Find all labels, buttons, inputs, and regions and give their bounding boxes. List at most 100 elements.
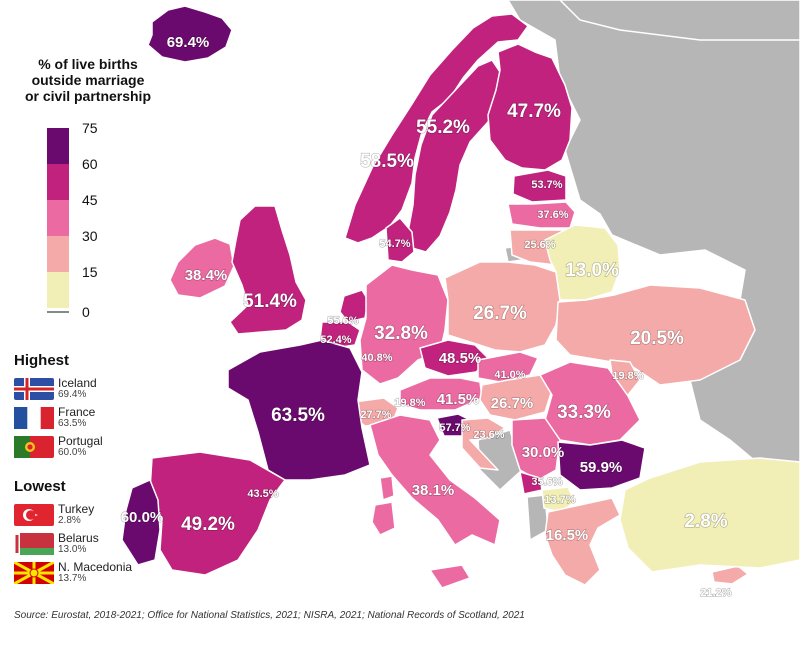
greece-shape[interactable] — [544, 497, 621, 586]
label-sweden: 58.5% — [360, 151, 414, 172]
ireland-shape[interactable] — [169, 237, 235, 299]
highest-value: 63.5% — [58, 418, 87, 429]
sicily-shape[interactable] — [429, 564, 471, 589]
legend-bin-15-30 — [47, 236, 69, 272]
finland-shape[interactable] — [487, 43, 573, 171]
label-portugal: 60.0% — [121, 509, 164, 526]
corsica-shape[interactable] — [379, 475, 395, 501]
legend-color-scale: 75 60 45 30 15 0 — [47, 120, 98, 320]
label-luxembourg: 40.8% — [361, 352, 392, 364]
highest-heading: Highest — [14, 352, 70, 369]
label-spain: 49.2% — [181, 514, 235, 535]
portugal-shape[interactable] — [121, 479, 161, 566]
highest-value: 60.0% — [58, 447, 87, 458]
label-slovenia: 57.7% — [439, 422, 470, 434]
label-finland: 47.7% — [507, 101, 561, 122]
label-switzerland: 27.7% — [360, 409, 391, 421]
label-turkey: 2.8% — [684, 511, 727, 532]
netherlands-shape[interactable] — [339, 289, 369, 323]
slovakia-shape[interactable] — [477, 351, 539, 383]
label-andorra: 43.5% — [247, 488, 278, 500]
label-romania: 33.3% — [557, 402, 611, 423]
label-czechia: 48.5% — [439, 350, 482, 367]
label-iceland: 69.4% — [167, 34, 210, 51]
label-uk: 51.4% — [243, 291, 297, 312]
belarus-shape[interactable] — [544, 224, 621, 301]
legend-bin-0-15 — [47, 272, 69, 308]
highest-name: Iceland — [58, 376, 97, 390]
label-belarus: 13.0% — [565, 260, 619, 281]
lowest-item-north-macedonia: N. Macedonia 13.7% — [14, 560, 174, 588]
label-norway: 55.2% — [416, 117, 470, 138]
label-serbia: 30.0% — [522, 444, 565, 461]
legend-title-line-3: or civil partnership — [24, 88, 152, 104]
lowest-name: Turkey — [58, 502, 95, 516]
cyprus-shape[interactable] — [711, 565, 749, 585]
label-hungary: 26.7% — [491, 395, 534, 412]
france-shape[interactable] — [227, 339, 371, 481]
legend-title-line-2: outside marriage — [31, 72, 145, 88]
label-moldova: 19.8% — [612, 370, 643, 382]
highest-value: 69.4% — [58, 389, 87, 400]
map-value-labels: 69.4% 55.2% 58.5% 47.7% 53.7% 37.6% 25.6… — [120, 33, 732, 599]
highest-item-iceland: Iceland 69.4% — [14, 376, 174, 404]
legend-bin-60-75 — [47, 128, 69, 164]
highest-name: Portugal — [58, 434, 103, 448]
bulgaria-shape[interactable] — [557, 439, 646, 491]
label-italy: 38.1% — [412, 482, 455, 499]
legend-tick-45: 45 — [82, 192, 98, 208]
legend-title: % of live births outside marriage or civ… — [18, 56, 158, 104]
label-germany: 32.8% — [374, 323, 428, 344]
legend-tick-30: 30 — [82, 228, 98, 244]
denmark-shape[interactable] — [385, 217, 415, 263]
ukraine-shape[interactable] — [555, 284, 756, 386]
label-liechtenstein: 19.8% — [394, 397, 425, 409]
label-ukraine: 20.5% — [630, 328, 684, 349]
estonia-shape[interactable] — [512, 169, 567, 203]
lowest-item-belarus: Belarus 13.0% — [14, 531, 174, 559]
highest-item-portugal: Portugal 60.0% — [14, 434, 174, 462]
turkey-flag-icon — [14, 504, 54, 526]
label-france: 63.5% — [271, 405, 325, 426]
label-netherlands: 55.6% — [327, 315, 358, 327]
legend-bin-30-45 — [47, 200, 69, 236]
label-croatia: 23.6% — [473, 429, 504, 441]
croatia-shape[interactable] — [461, 417, 506, 471]
portugal-flag-icon — [14, 436, 54, 458]
lowest-heading: Lowest — [14, 478, 66, 495]
legend-tick-15: 15 — [82, 264, 98, 280]
lowest-name: Belarus — [58, 531, 99, 545]
highest-item-france: France 63.5% — [14, 405, 174, 433]
label-latvia: 37.6% — [537, 209, 568, 221]
lowest-value: 13.0% — [58, 544, 87, 555]
label-lithuania: 25.6% — [524, 239, 555, 251]
serbia-shape[interactable] — [511, 417, 561, 481]
highest-name: France — [58, 405, 96, 419]
lowest-value: 2.8% — [58, 515, 81, 526]
label-belgium: 52.4% — [320, 334, 351, 346]
latvia-shape[interactable] — [507, 201, 576, 229]
sardinia-shape[interactable] — [371, 501, 396, 536]
uk-shape[interactable] — [229, 205, 307, 335]
france-flag-icon — [14, 407, 54, 429]
label-austria: 41.5% — [437, 391, 480, 408]
label-montenegro: 35.6% — [531, 476, 562, 488]
italy-shape[interactable] — [369, 414, 501, 546]
countries — [121, 5, 800, 589]
hungary-shape[interactable] — [479, 374, 553, 421]
label-slovakia: 41.0% — [494, 369, 525, 381]
label-ireland: 38.4% — [185, 267, 228, 284]
legend-bin-45-60 — [47, 164, 69, 200]
iceland-shape[interactable] — [147, 5, 233, 63]
label-poland: 26.7% — [473, 303, 527, 324]
lowest-name: N. Macedonia — [58, 560, 133, 574]
spain-shape[interactable] — [149, 451, 286, 576]
legend-tick-60: 60 — [82, 156, 98, 172]
belarus-flag-icon — [14, 533, 54, 555]
turkey-shape[interactable] — [619, 457, 800, 573]
norway-shape[interactable] — [344, 13, 529, 244]
poland-shape[interactable] — [444, 261, 561, 353]
legend-tick-0: 0 — [82, 304, 90, 320]
